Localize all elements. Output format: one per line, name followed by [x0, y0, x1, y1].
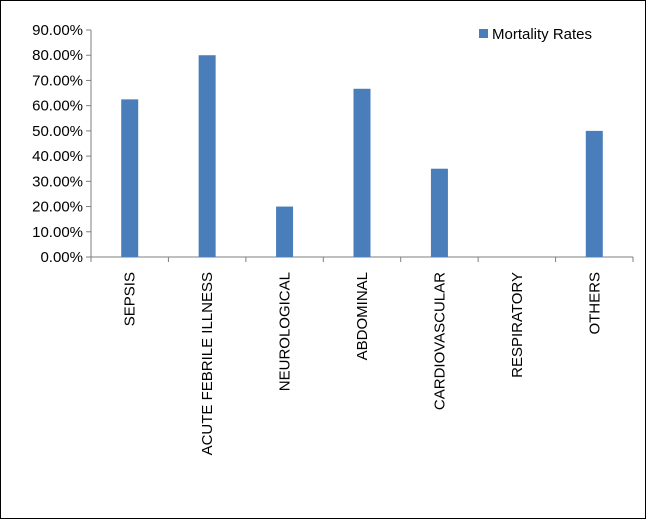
y-tick-label: 70.00%: [32, 72, 83, 89]
bar: [276, 206, 294, 257]
category-labels: SEPSIS ACUTE FEBRILE ILLNESS NEUROLOGICAL A…: [122, 272, 604, 456]
bar: [121, 99, 139, 257]
y-tick-label: 20.00%: [32, 199, 83, 216]
x-tick-label: ACUTE FEBRILE ILLNESS: [199, 272, 216, 455]
y-axis: 0.00% 10.00% 20.00% 30.00% 40.00% 50.00% 60.00…: [32, 22, 92, 266]
x-tick-label: OTHERS: [586, 272, 603, 335]
x-axis: [90, 256, 634, 262]
x-tick-label: NEUROLOGICAL: [277, 272, 294, 391]
legend-swatch: [479, 29, 488, 38]
bar: [430, 168, 448, 257]
bar: [585, 130, 603, 257]
y-tick-label: 60.00%: [32, 98, 83, 115]
legend-label: Mortality Rates: [492, 26, 592, 43]
y-tick-label: 40.00%: [32, 148, 83, 165]
y-tick-label: 0.00%: [40, 249, 83, 266]
bar: [353, 88, 371, 257]
bars: [121, 55, 603, 257]
y-tick-label: 90.00%: [32, 22, 83, 39]
x-tick-label: SEPSIS: [122, 272, 139, 326]
bar: [198, 55, 216, 257]
x-tick-label: CARDIOVASCULAR: [431, 272, 448, 410]
y-tick-label: 30.00%: [32, 173, 83, 190]
y-tick-label: 80.00%: [32, 47, 83, 64]
legend: Mortality Rates: [479, 26, 592, 43]
x-tick-label: RESPIRATORY: [509, 272, 526, 378]
y-tick-label: 50.00%: [32, 123, 83, 140]
y-tick-label: 10.00%: [32, 224, 83, 241]
x-tick-label: ABDOMINAL: [354, 272, 371, 360]
